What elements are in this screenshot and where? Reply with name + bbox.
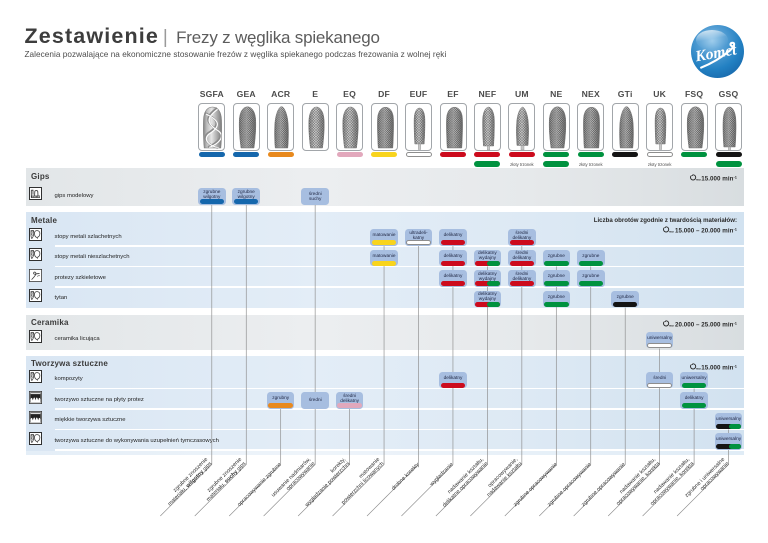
svg-text:max: max [696,367,701,369]
svg-text:max: max [669,231,674,233]
svg-text:max: max [669,324,674,326]
svg-text:max: max [696,178,701,180]
